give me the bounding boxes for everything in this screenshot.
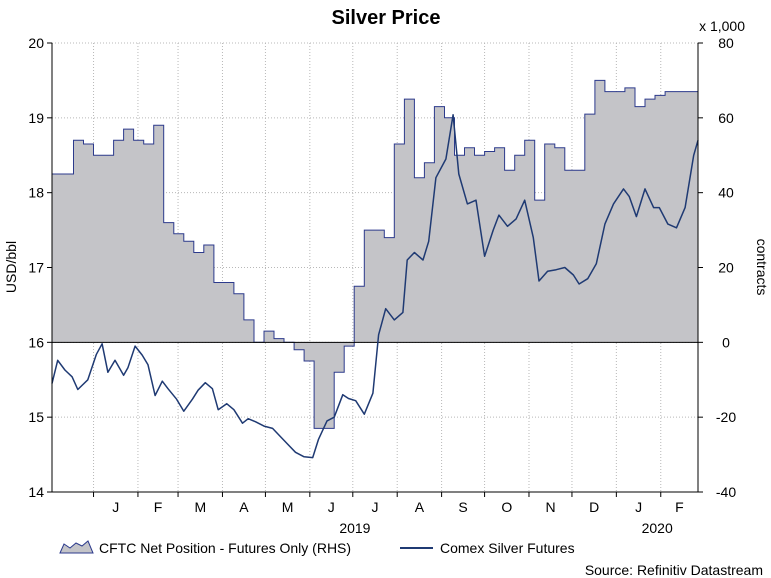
source-note: Source: Refinitiv Datastream [585,562,763,578]
comex-line-series [51,114,699,459]
legend-item-cftc: CFTC Net Position - Futures Only (RHS) [59,540,351,556]
month-label: F [675,499,684,515]
left-tick-label: 17 [28,260,44,276]
left-tick-label: 18 [28,185,44,201]
legend-label-cftc: CFTC Net Position - Futures Only (RHS) [99,540,351,556]
right-tick-label: 0 [722,334,730,350]
month-label: J [635,499,642,515]
legend-area-swatch [59,540,94,554]
left-axis-ticks: 14 15 16 17 18 19 20 [28,35,52,500]
comex-line [51,114,699,459]
month-label: J [372,499,379,515]
right-tick-label: 40 [718,185,734,201]
right-tick-label: 80 [718,35,734,51]
right-tick-label: -40 [716,484,736,500]
left-tick-label: 16 [28,334,44,350]
chart-title: Silver Price [332,7,441,29]
month-label: S [458,499,467,515]
cftc-area-fill [52,80,698,429]
left-tick-label: 14 [28,484,44,500]
right-tick-label: 20 [718,260,734,276]
month-label: D [589,499,599,515]
month-label: A [239,499,249,515]
left-tick-label: 20 [28,35,44,51]
left-axis-label: USD/bbl [3,241,19,293]
cftc-area-series [52,79,698,429]
cftc-area-edge [52,79,698,429]
month-label: M [282,499,294,515]
month-label: J [112,499,119,515]
left-tick-label: 19 [28,110,44,126]
right-axis-label: contracts [754,239,770,296]
right-tick-label: 60 [718,110,734,126]
year-label: 2020 [642,520,673,536]
legend: CFTC Net Position - Futures Only (RHS) C… [59,540,575,556]
right-tick-label: -20 [716,409,736,425]
legend-label-comex: Comex Silver Futures [440,540,575,556]
month-label: M [194,499,206,515]
left-tick-label: 15 [28,409,44,425]
right-axis-multiplier: x 1,000 [699,18,745,34]
month-label: O [501,499,512,515]
month-label: A [415,499,425,515]
right-axis-ticks: -40 -20 0 20 40 60 80 [698,35,736,500]
month-label: F [154,499,163,515]
month-label: N [545,499,555,515]
x-axis-ticks: J F M A M J J A S O N D J F 2019 2020 [93,492,684,536]
year-label: 2019 [339,520,370,536]
month-label: J [328,499,335,515]
legend-item-comex: Comex Silver Futures [400,540,575,556]
